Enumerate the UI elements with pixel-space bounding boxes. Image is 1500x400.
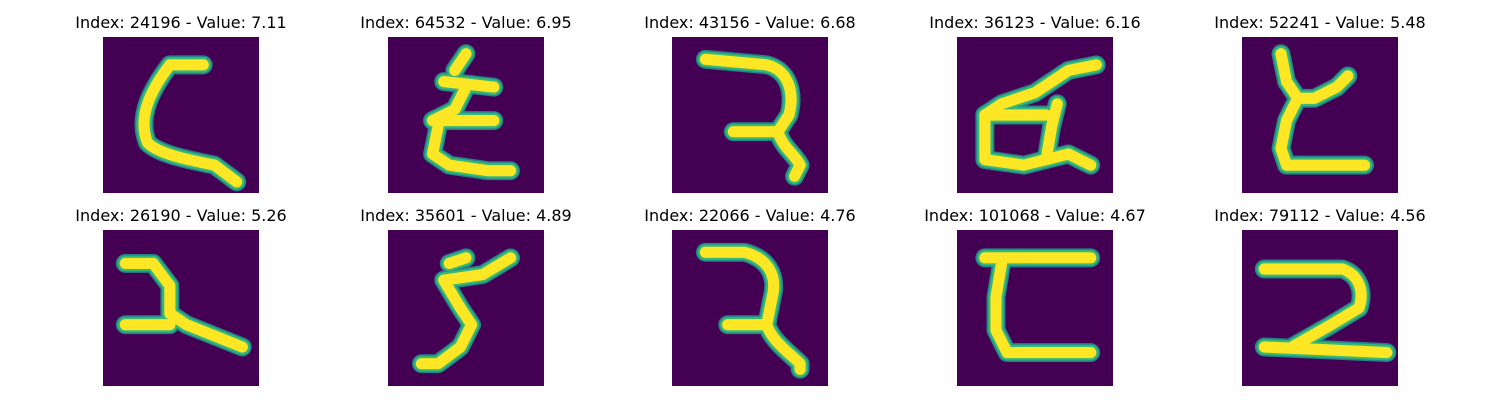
panel-title-1: Index: 24196 - Value: 7.11 bbox=[75, 13, 287, 32]
panel-title-9: Index: 101068 - Value: 4.67 bbox=[924, 206, 1146, 225]
panel-title-5: Index: 52241 - Value: 5.48 bbox=[1214, 13, 1426, 32]
panel-title-7: Index: 35601 - Value: 4.89 bbox=[360, 206, 572, 225]
panel-title-10: Index: 79112 - Value: 4.56 bbox=[1214, 206, 1426, 225]
digit-image-4 bbox=[957, 37, 1113, 193]
panel-title-2: Index: 64532 - Value: 6.95 bbox=[360, 13, 572, 32]
panel-title-3: Index: 43156 - Value: 6.68 bbox=[644, 13, 856, 32]
digit-image-7 bbox=[388, 230, 544, 386]
digit-image-5 bbox=[1242, 37, 1398, 193]
digit-image-9 bbox=[957, 230, 1113, 386]
panel-title-6: Index: 26190 - Value: 5.26 bbox=[75, 206, 287, 225]
digit-image-3 bbox=[672, 37, 828, 193]
digit-image-10 bbox=[1242, 230, 1398, 386]
digit-image-6 bbox=[103, 230, 259, 386]
digit-image-2 bbox=[388, 37, 544, 193]
panel-title-8: Index: 22066 - Value: 4.76 bbox=[644, 206, 856, 225]
digit-image-8 bbox=[672, 230, 828, 386]
digit-image-1 bbox=[103, 37, 259, 193]
panel-title-4: Index: 36123 - Value: 6.16 bbox=[929, 13, 1141, 32]
